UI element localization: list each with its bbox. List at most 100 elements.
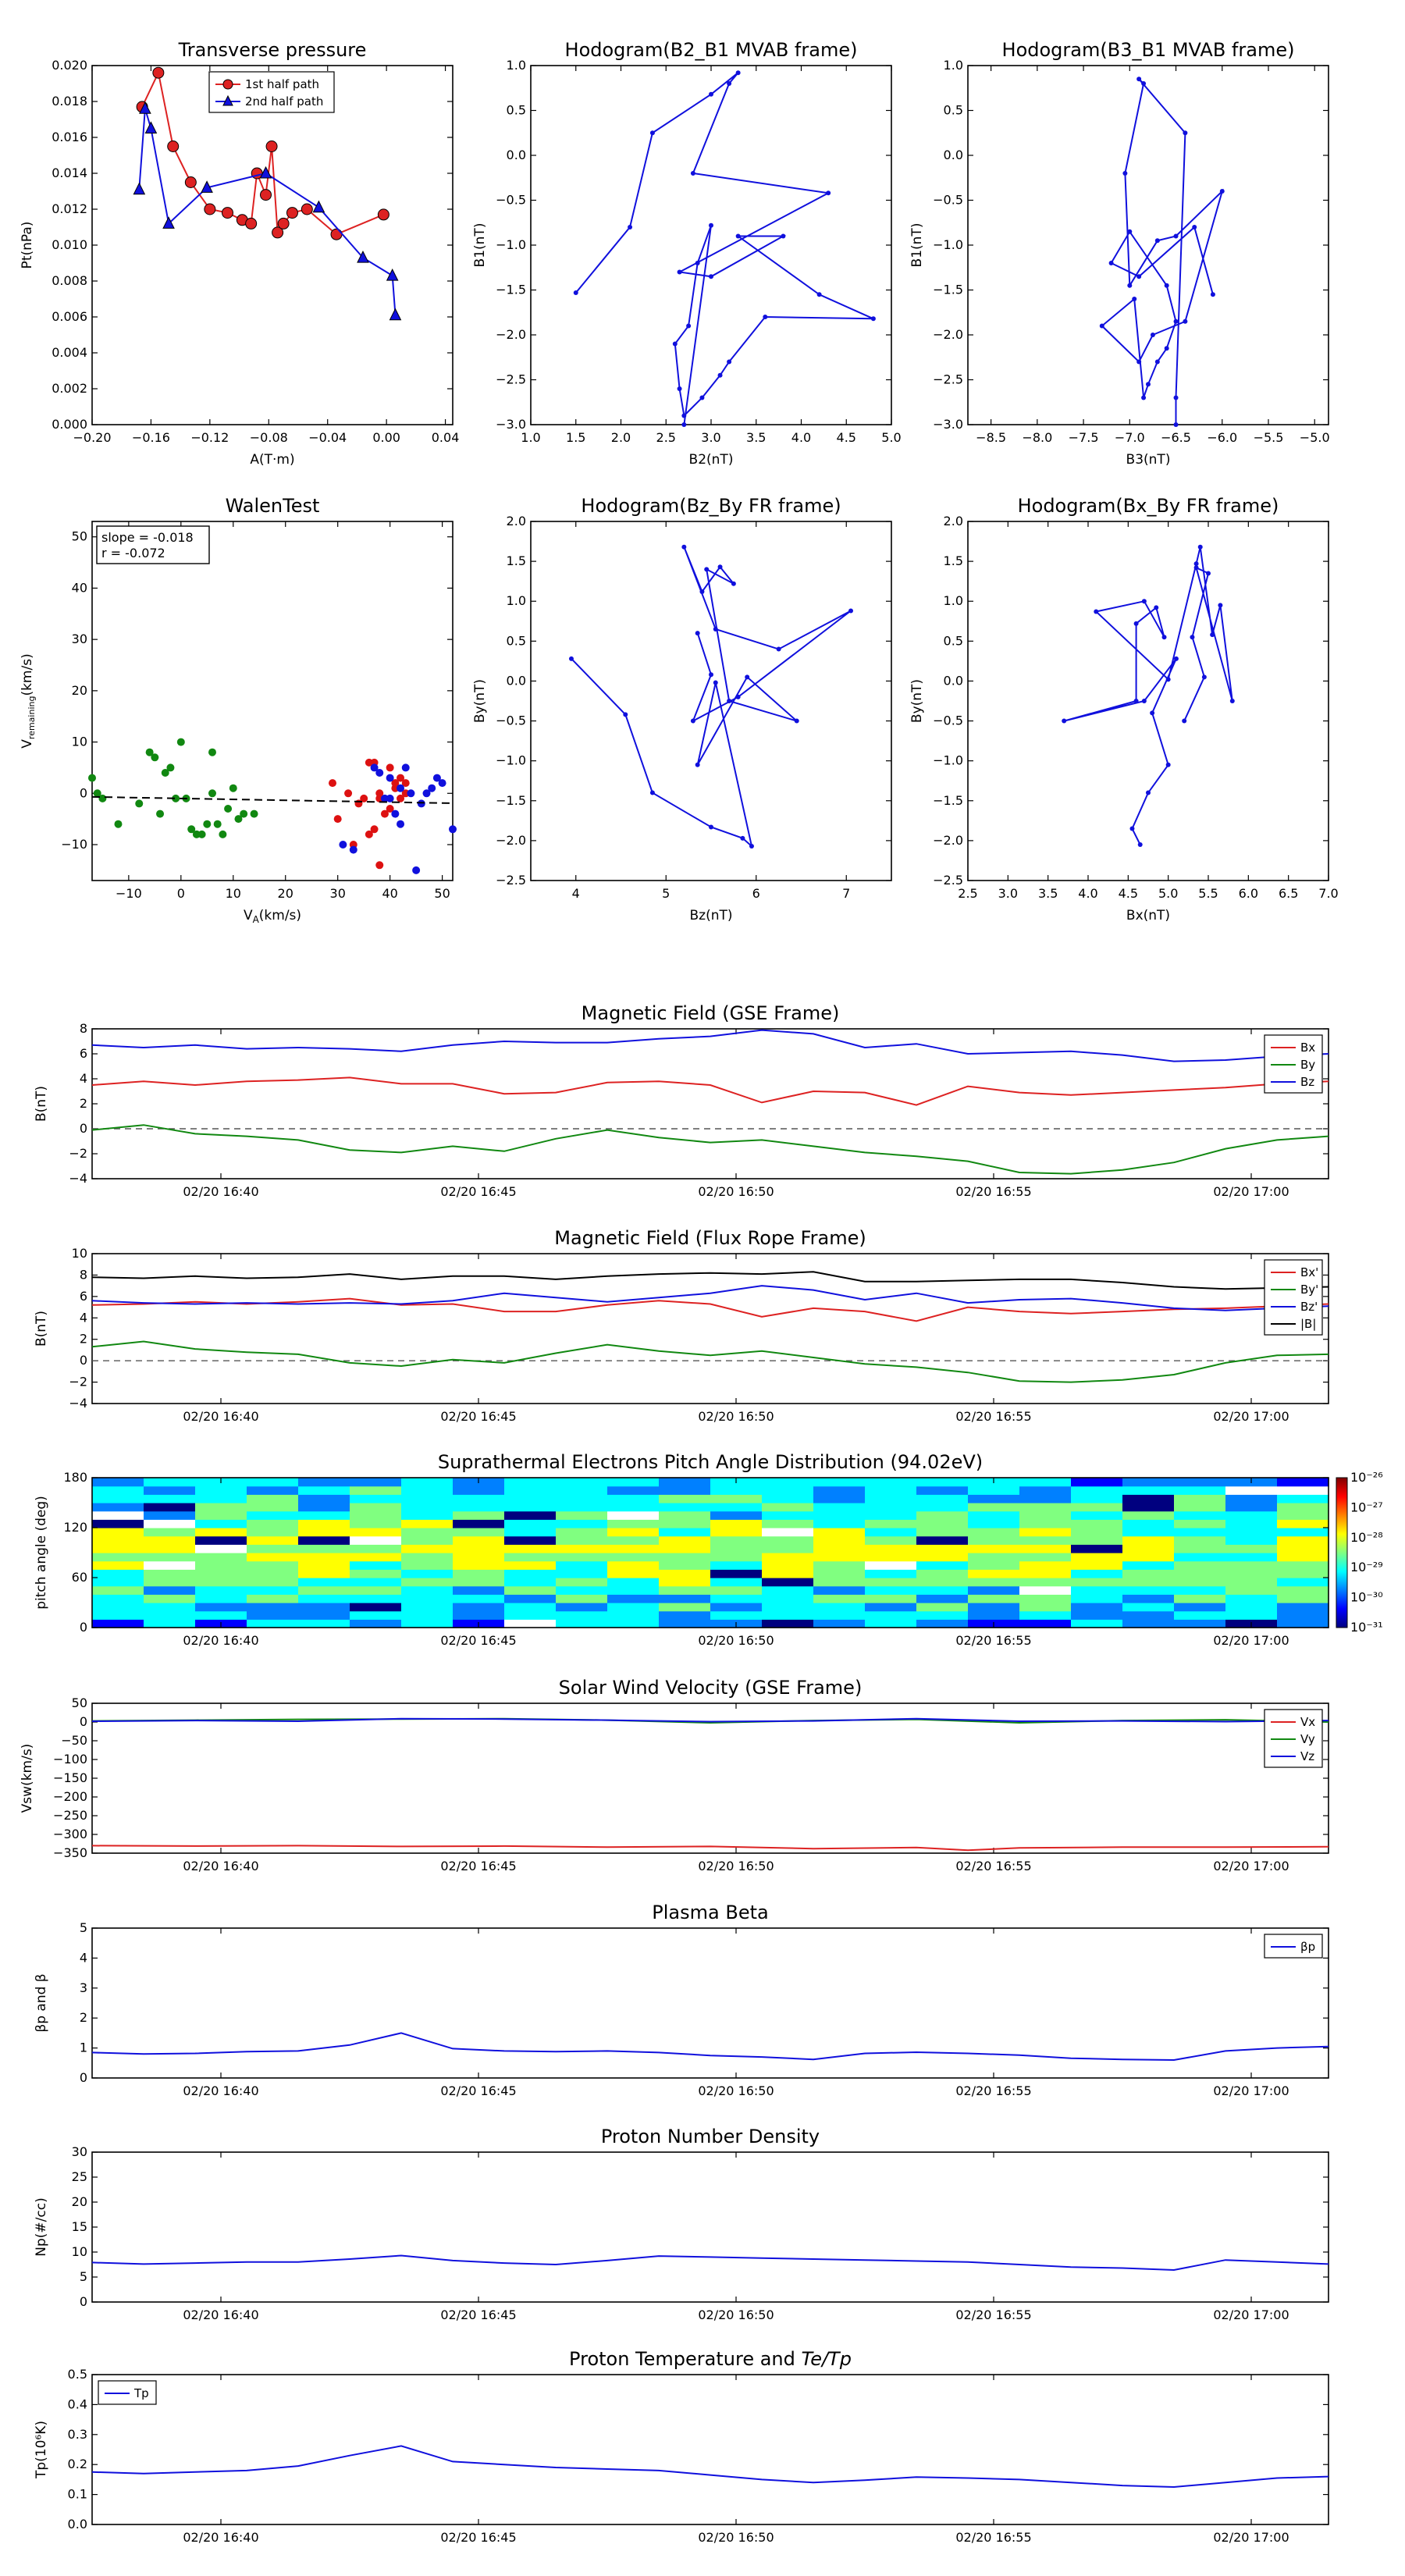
data-point <box>260 189 272 201</box>
heatmap-cell <box>298 1494 350 1503</box>
y-axis-label: Vremaining(km/s) <box>20 653 37 748</box>
y-axis-label: pitch angle (deg) <box>34 1496 49 1610</box>
heatmap-cell <box>453 1553 505 1562</box>
heatmap-cell <box>556 1585 608 1595</box>
annotation-slope: slope = -0.018 <box>101 530 194 545</box>
heatmap-cell <box>762 1560 814 1570</box>
y-tick-label: 0.020 <box>52 58 87 73</box>
y-tick-label: 6 <box>80 1046 87 1061</box>
y-tick-label: −0.5 <box>496 713 526 728</box>
data-point <box>677 386 682 391</box>
y-axis-label: B1(nT) <box>472 223 488 268</box>
heatmap-cell <box>607 1503 660 1512</box>
data-point <box>776 646 781 652</box>
heatmap-cell <box>607 1603 660 1612</box>
heatmap-cell <box>1225 1510 1278 1520</box>
y-tick-label: 0.5 <box>68 2367 87 2382</box>
heatmap-cell <box>1071 1553 1123 1562</box>
heatmap-cell <box>453 1594 505 1603</box>
heatmap-cell <box>1019 1603 1072 1612</box>
heatmap-cell <box>710 1560 763 1570</box>
y-tick-label: 10 <box>72 2244 87 2259</box>
heatmap-cell <box>865 1553 917 1562</box>
scatter-point <box>375 789 384 798</box>
data-point <box>731 581 736 586</box>
x-tick-label: −8.5 <box>976 430 1006 445</box>
heatmap-cell <box>1071 1519 1123 1528</box>
data-point <box>162 216 175 229</box>
heatmap-cell <box>710 1528 763 1537</box>
heatmap-cell <box>401 1494 454 1503</box>
scatter-point <box>151 753 159 762</box>
heatmap-cell <box>1122 1519 1175 1528</box>
data-point <box>1210 292 1215 297</box>
data-point <box>301 203 313 215</box>
heatmap-cell <box>1019 1510 1072 1520</box>
heatmap-cell <box>1225 1569 1278 1578</box>
heatmap-cell <box>762 1544 814 1553</box>
data-point <box>1146 382 1151 387</box>
plot-frame <box>91 1253 1329 1404</box>
chart-h2: Hodogram(B3_B1 MVAB frame) −3.0 −2.5 −2.0 −1… <box>909 39 1330 468</box>
scatter-point <box>161 769 169 777</box>
data-point <box>357 250 369 263</box>
data-point <box>1183 130 1188 136</box>
heatmap-cell <box>865 1619 917 1628</box>
scatter-point <box>229 784 237 792</box>
data-point <box>781 233 786 239</box>
chart-h4: Hodogram(Bx_By FR frame) −2.5 −2.0 −1.5 −1.0… <box>909 495 1339 923</box>
x-tick-label: −0.20 <box>73 430 111 445</box>
heatmap-cell <box>401 1503 454 1512</box>
heatmap-cell <box>607 1619 660 1628</box>
heatmap-cell <box>504 1603 557 1612</box>
heatmap-cell <box>1122 1485 1175 1495</box>
heatmap-cell <box>247 1519 299 1528</box>
chart-pt: Transverse pressure 0.000 0.002 0.004 0.006 0… <box>20 39 459 468</box>
heatmap-cell <box>247 1569 299 1578</box>
data-point <box>1136 274 1142 279</box>
heatmap-cell <box>1071 1560 1123 1570</box>
heatmap-cell <box>607 1485 660 1495</box>
y-tick-label: 2 <box>80 2010 87 2025</box>
heatmap-cell <box>968 1594 1020 1603</box>
heatmap-cell <box>1019 1578 1072 1587</box>
x-tick-label: 6.5 <box>1279 886 1298 901</box>
heatmap-cell <box>968 1535 1020 1545</box>
heatmap-cell <box>453 1569 505 1578</box>
y-tick-label: 1.0 <box>507 593 526 608</box>
heatmap-cell <box>92 1510 144 1520</box>
x-tick-label: −0.12 <box>190 430 229 445</box>
series-line <box>91 1076 1329 1106</box>
y-tick-label: 40 <box>72 580 87 595</box>
series-line <box>91 1271 1329 1290</box>
x-tick-label: 5.0 <box>1158 886 1178 901</box>
heatmap-cell <box>710 1494 763 1503</box>
y-tick-label: 0.018 <box>52 94 87 109</box>
y-tick-label: −2 <box>69 1146 87 1161</box>
heatmap-cell <box>556 1553 608 1562</box>
heatmap-cell <box>247 1603 299 1612</box>
heatmap-cell <box>504 1485 557 1495</box>
heatmap-cell <box>556 1610 608 1620</box>
y-tick-label: 30 <box>72 632 87 646</box>
heatmap-cell <box>504 1535 557 1545</box>
x-tick-label: 1.0 <box>521 430 540 445</box>
heatmap-cell <box>401 1485 454 1495</box>
heatmap-cell <box>968 1578 1020 1587</box>
data-point <box>1182 718 1187 724</box>
legend-marker <box>222 94 233 106</box>
heatmap-cell <box>607 1560 660 1570</box>
y-tick-label: 5 <box>80 1920 87 1935</box>
legend-label: By' <box>1300 1283 1318 1297</box>
y-tick-label: 2 <box>80 1096 87 1111</box>
heatmap-cell <box>556 1535 608 1545</box>
heatmap-cell <box>710 1510 763 1520</box>
chart-title: Hodogram(Bx_By FR frame) <box>1018 495 1279 517</box>
y-axis-label: B(nT) <box>34 1086 49 1122</box>
chart-mag_fr: Magnetic Field (Flux Rope Frame) −4 −2 0 2 4 6… <box>34 1227 1329 1424</box>
heatmap-cell <box>1019 1610 1072 1620</box>
heatmap-cell <box>453 1578 505 1587</box>
y-tick-label: −2.0 <box>933 833 963 848</box>
heatmap-cell <box>195 1503 247 1512</box>
data-point <box>1127 283 1133 288</box>
